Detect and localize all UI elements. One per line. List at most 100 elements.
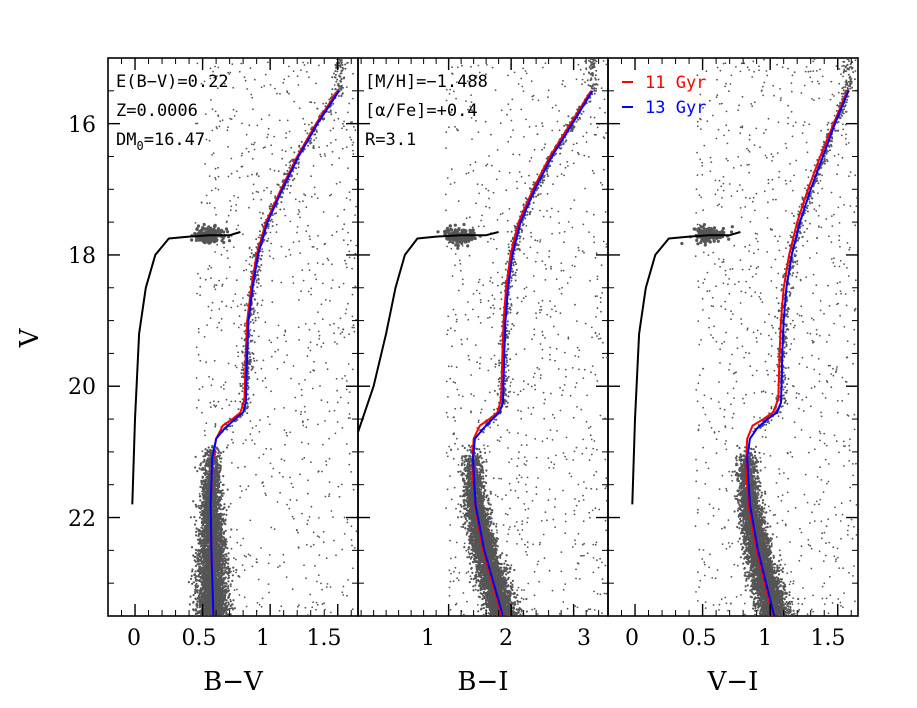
star-point [246, 405, 249, 408]
star-point [205, 487, 209, 490]
star-point [220, 504, 223, 507]
star-point [218, 478, 221, 481]
star-point [206, 517, 209, 520]
star-point [199, 576, 203, 579]
star-point [198, 606, 201, 609]
star-point [251, 318, 254, 321]
star-point [217, 543, 220, 546]
star-point [249, 278, 252, 280]
star-point [203, 559, 206, 562]
star-point [206, 526, 209, 529]
star-point [199, 551, 202, 554]
star-point [215, 473, 218, 477]
star-point [201, 580, 204, 583]
star-point [246, 407, 249, 410]
star-point [194, 466, 197, 469]
star-point [200, 562, 203, 565]
star-point [252, 357, 255, 360]
star-point [214, 465, 217, 468]
star-point [247, 367, 250, 370]
star-point [190, 238, 194, 242]
star-point [223, 562, 226, 565]
star-point [207, 446, 210, 449]
star-point [315, 130, 318, 133]
star-point [266, 240, 269, 242]
star-point [203, 509, 206, 512]
star-point [199, 495, 202, 498]
star-point [197, 528, 200, 531]
star-point [222, 610, 225, 614]
star-point [195, 589, 198, 592]
star-point [206, 573, 209, 577]
star-point [258, 268, 261, 271]
star-point [199, 507, 202, 510]
star-point [217, 564, 220, 567]
star-point [200, 526, 203, 529]
star-point [201, 554, 204, 557]
star-point [251, 334, 254, 337]
star-point [228, 594, 231, 597]
star-point [341, 69, 344, 72]
star-point [256, 270, 259, 273]
star-point [293, 151, 296, 154]
star-point [219, 582, 222, 585]
star-point [214, 594, 217, 597]
star-point [194, 238, 199, 242]
star-point [340, 94, 343, 97]
star-point [339, 65, 342, 68]
star-point [220, 608, 223, 611]
star-point [214, 572, 217, 576]
star-point [212, 564, 215, 567]
star-point [217, 545, 220, 548]
star-point [215, 505, 218, 508]
star-point [206, 600, 209, 603]
star-point [335, 66, 338, 69]
star-point [286, 187, 289, 190]
star-point [290, 174, 293, 177]
star-point [201, 475, 205, 479]
star-point [342, 77, 345, 80]
star-point [194, 588, 197, 591]
star-point [217, 525, 221, 528]
star-point [275, 212, 278, 215]
star-point [221, 600, 224, 603]
star-point [205, 556, 208, 559]
star-point [223, 537, 226, 541]
star-point [212, 534, 215, 537]
star-point [208, 610, 211, 613]
star-point [217, 491, 220, 494]
star-point [196, 470, 199, 473]
star-point [221, 571, 224, 574]
star-point [198, 595, 201, 598]
star-point [330, 113, 333, 116]
star-point [201, 566, 204, 569]
star-point [243, 339, 246, 342]
star-point [231, 574, 234, 577]
star-point [263, 239, 266, 241]
star-point [247, 372, 250, 375]
star-point [219, 549, 222, 552]
star-point [218, 498, 221, 502]
star-point [211, 446, 214, 449]
star-point [206, 536, 210, 539]
star-point [227, 601, 230, 604]
star-point [194, 455, 197, 458]
star-point [218, 596, 221, 599]
star-point [222, 475, 225, 478]
star-point [202, 460, 205, 463]
star-point [231, 579, 234, 583]
star-point [217, 482, 220, 485]
star-point [225, 601, 228, 605]
star-point [227, 562, 230, 565]
star-point [205, 541, 208, 544]
star-point [222, 483, 225, 486]
star-point [240, 372, 243, 375]
star-point [205, 513, 208, 516]
star-point [227, 585, 230, 588]
star-point [227, 239, 232, 243]
star-point [190, 574, 193, 578]
star-point [197, 612, 200, 615]
star-point [223, 557, 226, 560]
star-point [213, 476, 217, 479]
